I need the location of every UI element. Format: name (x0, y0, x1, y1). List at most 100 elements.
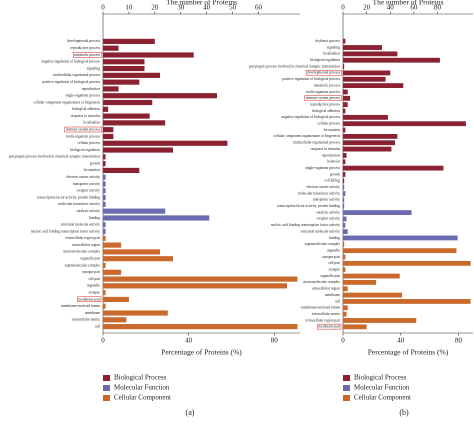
highlight-box (64, 126, 102, 133)
legend-swatch (103, 375, 110, 381)
bar (103, 283, 288, 289)
category-label: presynaptic process involved in chemical… (9, 155, 100, 159)
category-label: rhythmic process (315, 39, 340, 43)
bar (103, 242, 122, 248)
category-label: localization (83, 121, 100, 125)
category-label: growth (330, 172, 340, 176)
top-tick-label: 20 (363, 4, 371, 12)
category-label: receptor activity (317, 217, 341, 221)
category-label: transporter activity (73, 182, 100, 186)
bar (103, 188, 106, 194)
bar (103, 303, 106, 309)
category-label: behavior (327, 160, 340, 164)
category-label: membrane (85, 311, 101, 315)
category-label: organelle part (320, 274, 340, 278)
category-label: organelle (87, 284, 101, 288)
category-label: reproductive process (70, 46, 100, 50)
category-label: transporter activity (313, 198, 340, 202)
bar (343, 89, 348, 95)
bar (343, 273, 400, 279)
category-label: cellular process (318, 122, 341, 126)
category-label: cell killing (325, 179, 341, 183)
category-label: membrane part (78, 297, 100, 301)
bar (103, 195, 106, 201)
bar (103, 161, 106, 167)
bar (103, 181, 106, 187)
bar (343, 133, 398, 139)
bar (343, 235, 458, 241)
bar (343, 83, 404, 89)
top-tick-label: 30 (177, 4, 185, 12)
category-label: transcription factor activity, protein b… (277, 204, 340, 209)
category-label: reproductive process (310, 102, 340, 106)
bar (103, 127, 114, 133)
category-label: developmental process (307, 71, 340, 75)
panel-label: (a) (186, 408, 195, 417)
category-label: extracellular matrix (312, 312, 340, 316)
category-label: metabolic process (314, 83, 340, 87)
legend-swatch (343, 375, 350, 381)
bar (343, 216, 347, 222)
category-label: synapse (329, 268, 341, 272)
category-label: metabolic process (74, 53, 100, 57)
category-label: binding (89, 216, 100, 220)
bottom-tick-label: 40 (185, 337, 193, 345)
bar (343, 229, 348, 235)
top-tick-label: 10 (125, 4, 133, 12)
category-label: multi-organism process (306, 90, 340, 94)
top-tick-label: 40 (203, 4, 211, 12)
bar (343, 64, 345, 69)
bar (103, 79, 140, 85)
category-label: extracellular matrix (72, 318, 100, 322)
bar (343, 203, 345, 209)
category-label: supramolecular complex (305, 242, 341, 246)
category-label: nucleic acid binding transcription facto… (31, 229, 100, 233)
bar (343, 318, 417, 323)
category-label: cell (335, 299, 340, 303)
bar (343, 165, 444, 171)
category-label: multi-organism process (66, 134, 100, 138)
category-label: synapse part (322, 255, 340, 259)
category-label: reproduction (322, 153, 341, 157)
category-label: binding (329, 236, 340, 240)
top-tick-label: 0 (101, 4, 105, 12)
bar (103, 106, 109, 112)
bar (103, 215, 210, 221)
bar (343, 140, 395, 146)
legend-label: Cellular Component (114, 394, 171, 402)
category-label: localization (323, 52, 340, 56)
bar (103, 310, 168, 316)
category-label: cell part (328, 261, 340, 265)
category-label: locomotion (324, 128, 341, 132)
bar (343, 324, 367, 330)
bar (343, 45, 382, 50)
legend-label: Biological Process (114, 374, 167, 382)
top-tick-label: 20 (151, 4, 159, 12)
bar (103, 45, 119, 51)
bar (343, 254, 346, 260)
legend-swatch (103, 385, 110, 391)
legend-label: Molecular Function (114, 384, 170, 392)
category-label: extracellular region part (65, 236, 100, 240)
bar (343, 146, 392, 152)
bar (343, 95, 351, 101)
bar (103, 324, 298, 330)
bar (103, 174, 106, 180)
bar (103, 290, 106, 296)
category-label: electron carrier activity (66, 175, 100, 179)
category-label: multicellular organismal process (293, 141, 340, 145)
bar (103, 65, 145, 72)
category-label: cellular process (78, 141, 101, 145)
bar (103, 249, 161, 255)
bar (103, 235, 106, 241)
category-label: cell part (88, 277, 100, 281)
bar (103, 154, 106, 160)
category-label: synapse part (82, 270, 100, 274)
bar (103, 113, 150, 119)
bar (343, 311, 347, 317)
category-label: cellular component organization or bioge… (34, 100, 101, 104)
category-label: biological regulation (70, 148, 100, 152)
category-label: immune system process (306, 96, 341, 100)
bar (103, 147, 173, 153)
category-label: membrane (325, 293, 341, 297)
